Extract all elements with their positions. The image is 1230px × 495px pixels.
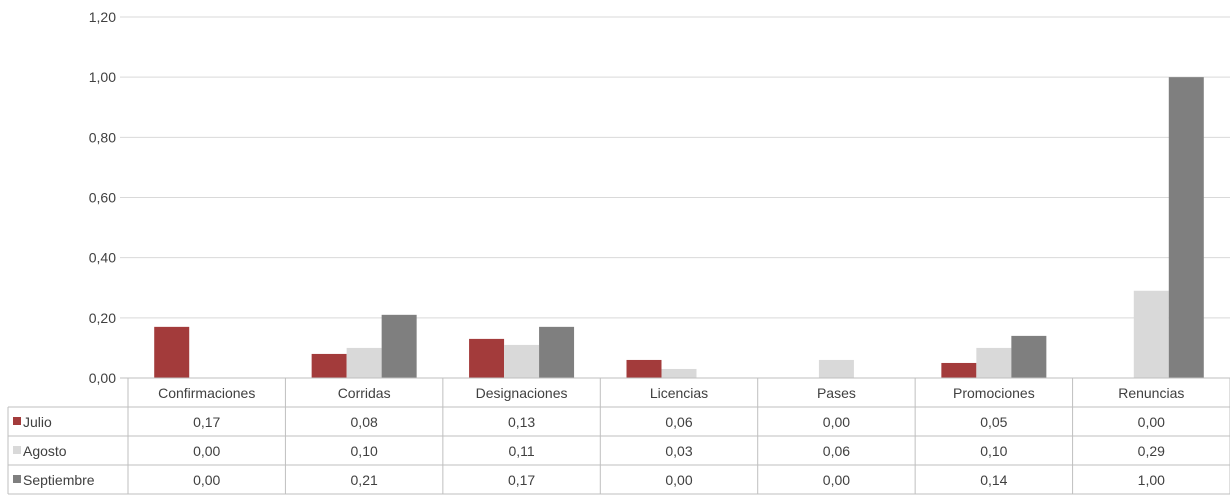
bar-agosto-pases — [818, 359, 854, 378]
data-label: 0,21 — [351, 472, 378, 488]
data-label: 0,08 — [351, 414, 378, 430]
y-tick-label: 0,60 — [89, 190, 116, 206]
bar-septiembre-corridas — [381, 314, 417, 378]
category-label: Licencias — [650, 385, 708, 401]
bar-septiembre-promociones — [1011, 335, 1047, 378]
category-label: Designaciones — [476, 385, 568, 401]
data-label: 0,10 — [351, 443, 378, 459]
bar-agosto-renuncias — [1133, 290, 1169, 378]
bar-agosto-designaciones — [504, 344, 540, 378]
legend-label-julio: Julio — [23, 414, 52, 430]
category-label: Confirmaciones — [158, 385, 255, 401]
category-label: Pases — [817, 385, 856, 401]
y-tick-label: 0,20 — [89, 310, 116, 326]
data-label: 0,06 — [665, 414, 692, 430]
category-label: Promociones — [953, 385, 1035, 401]
data-table: Confirmaciones Corridas Designaciones Licen… — [7, 377, 1230, 495]
y-tick-label: 0,80 — [89, 129, 116, 145]
gridlines — [120, 16, 1230, 379]
data-label: 0,00 — [193, 443, 220, 459]
data-label: 0,00 — [823, 472, 850, 488]
data-label: 0,03 — [665, 443, 692, 459]
bar-agosto-licencias — [661, 368, 697, 378]
bar-julio-confirmaciones — [154, 326, 190, 378]
category-label: Renuncias — [1118, 385, 1184, 401]
y-tick-label: 0,40 — [89, 250, 116, 266]
data-label: 0,10 — [980, 443, 1007, 459]
y-tick-label: 0,00 — [89, 370, 116, 386]
y-axis-tick-labels: 0,00 0,20 0,40 0,60 0,80 1,00 1,20 — [89, 9, 116, 386]
legend-label-septiembre: Septiembre — [23, 472, 95, 488]
bar-agosto-corridas — [346, 347, 382, 378]
legend-key-agosto — [13, 446, 21, 454]
bar-julio-promociones — [941, 362, 977, 378]
data-label: 0,14 — [980, 472, 1007, 488]
data-label: 0,29 — [1138, 443, 1165, 459]
bar-julio-designaciones — [469, 338, 505, 378]
bar-septiembre-designaciones — [539, 326, 575, 378]
data-label: 0,06 — [823, 443, 850, 459]
y-tick-label: 1,00 — [89, 69, 116, 85]
legend-key-julio — [13, 417, 21, 425]
data-label: 0,11 — [508, 443, 534, 459]
data-label: 1,00 — [1138, 472, 1165, 488]
legend-key-septiembre — [13, 475, 21, 483]
data-label: 0,13 — [508, 414, 535, 430]
category-label: Corridas — [338, 385, 391, 401]
bar-julio-licencias — [626, 359, 662, 378]
data-label: 0,17 — [508, 472, 535, 488]
bar-agosto-promociones — [976, 347, 1012, 378]
data-label: 0,17 — [193, 414, 220, 430]
data-label: 0,00 — [823, 414, 850, 430]
data-label: 0,05 — [980, 414, 1007, 430]
bar-septiembre-renuncias — [1168, 77, 1204, 379]
bars — [154, 77, 1204, 379]
y-tick-label: 1,20 — [89, 9, 116, 25]
data-label: 0,00 — [193, 472, 220, 488]
data-label: 0,00 — [665, 472, 692, 488]
bar-julio-corridas — [311, 353, 347, 378]
legend-label-agosto: Agosto — [23, 443, 67, 459]
data-label: 0,00 — [1138, 414, 1165, 430]
